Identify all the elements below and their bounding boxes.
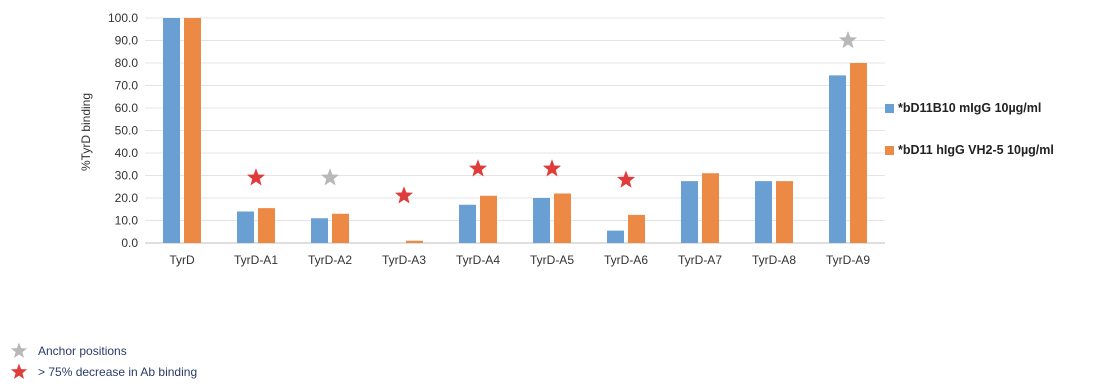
bar-tyrd-a5-series-1 bbox=[533, 198, 550, 243]
gridlines bbox=[145, 17, 885, 244]
y-tick-label: 0.0 bbox=[121, 236, 138, 250]
y-tick-label: 50.0 bbox=[115, 124, 139, 138]
bar-tyrd-a1-series-1 bbox=[237, 211, 254, 243]
bar-tyrd-a2-series-2 bbox=[332, 213, 349, 243]
legend: *bD11B10 mIgG 10µg/ml *bD11 hIgG VH2-5 1… bbox=[885, 98, 1054, 182]
red-star-icon bbox=[616, 170, 636, 188]
bars bbox=[163, 18, 867, 243]
red-star-icon bbox=[394, 186, 414, 204]
bar-tyrd-a6-series-2 bbox=[628, 214, 645, 243]
x-tick-label: TyrD-A2 bbox=[308, 253, 352, 267]
bar-tyrd-a7-series-1 bbox=[681, 181, 698, 243]
y-tick-label: 40.0 bbox=[115, 146, 139, 160]
bar-tyrd-a4-series-2 bbox=[480, 195, 497, 243]
x-tick-label: TyrD-A7 bbox=[678, 253, 722, 267]
x-tick-label: TyrD-A8 bbox=[752, 253, 796, 267]
legend-label-series-1: *bD11B10 mIgG 10µg/ml bbox=[898, 101, 1042, 115]
x-tick-label: TyrD-A6 bbox=[604, 253, 648, 267]
red-star-icon bbox=[468, 159, 488, 177]
bar-chart: 0.0 10.0 20.0 30.0 40.0 50.0 60.0 70.0 80.0 90.0 1… bbox=[79, 11, 885, 267]
bar-tyrd-a5-series-2 bbox=[554, 193, 571, 243]
star-markers bbox=[246, 31, 858, 204]
bar-tyrd-a2-series-1 bbox=[311, 218, 328, 243]
marker-key: Anchor positions > 75% decrease in Ab bi… bbox=[10, 342, 197, 384]
bar-tyrd-series-2 bbox=[184, 18, 201, 243]
legend-label-series-2: *bD11 hIgG VH2-5 10µg/ml bbox=[898, 143, 1054, 157]
bar-tyrd-a8-series-1 bbox=[755, 181, 772, 243]
red-star-icon bbox=[542, 159, 562, 177]
key-item-anchor: Anchor positions bbox=[10, 342, 197, 360]
y-tick-label: 80.0 bbox=[115, 56, 139, 70]
red-star-icon bbox=[10, 363, 28, 379]
x-tick-label: TyrD-A1 bbox=[234, 253, 278, 267]
y-tick-label: 70.0 bbox=[115, 79, 139, 93]
x-tick-labels: TyrD TyrD-A1 TyrD-A2 TyrD-A3 TyrD-A4 TyrD-A5 T… bbox=[169, 253, 870, 267]
key-label-decrease: > 75% decrease in Ab binding bbox=[38, 365, 198, 379]
x-tick-label: TyrD-A9 bbox=[826, 253, 870, 267]
x-tick-label: TyrD-A3 bbox=[382, 253, 426, 267]
y-tick-label: 100.0 bbox=[108, 11, 138, 25]
legend-item-series-1: *bD11B10 mIgG 10µg/ml bbox=[885, 98, 1054, 118]
legend-item-series-2: *bD11 hIgG VH2-5 10µg/ml bbox=[885, 140, 1054, 160]
y-tick-label: 30.0 bbox=[115, 169, 139, 183]
y-tick-label: 90.0 bbox=[115, 34, 139, 48]
key-item-decrease: > 75% decrease in Ab binding bbox=[10, 363, 197, 381]
red-star-icon bbox=[246, 168, 266, 186]
bar-tyrd-a1-series-2 bbox=[258, 208, 275, 243]
y-tick-label: 60.0 bbox=[115, 101, 139, 115]
bar-tyrd-a9-series-2 bbox=[850, 63, 867, 243]
bar-tyrd-a6-series-1 bbox=[607, 230, 624, 243]
x-tick-label: TyrD bbox=[169, 253, 195, 267]
bar-tyrd-a7-series-2 bbox=[702, 173, 719, 243]
key-label-anchor: Anchor positions bbox=[38, 344, 127, 358]
y-tick-label: 20.0 bbox=[115, 191, 139, 205]
y-tick-labels: 0.0 10.0 20.0 30.0 40.0 50.0 60.0 70.0 80.0 90.0 1… bbox=[108, 11, 138, 250]
bar-tyrd-a8-series-2 bbox=[776, 181, 793, 243]
grey-star-icon bbox=[320, 168, 340, 186]
grey-star-icon bbox=[10, 342, 28, 358]
bar-tyrd-series-1 bbox=[163, 18, 180, 243]
legend-swatch-series-1 bbox=[885, 103, 894, 113]
bar-tyrd-a4-series-1 bbox=[459, 204, 476, 243]
y-tick-label: 10.0 bbox=[115, 214, 139, 228]
x-tick-label: TyrD-A5 bbox=[530, 253, 574, 267]
y-axis-title: %TyrD binding bbox=[79, 93, 93, 171]
grey-star-icon bbox=[838, 31, 858, 49]
bar-tyrd-a3-series-2 bbox=[406, 240, 423, 243]
bar-tyrd-a9-series-1 bbox=[829, 75, 846, 243]
x-tick-label: TyrD-A4 bbox=[456, 253, 500, 267]
legend-swatch-series-2 bbox=[885, 145, 894, 155]
